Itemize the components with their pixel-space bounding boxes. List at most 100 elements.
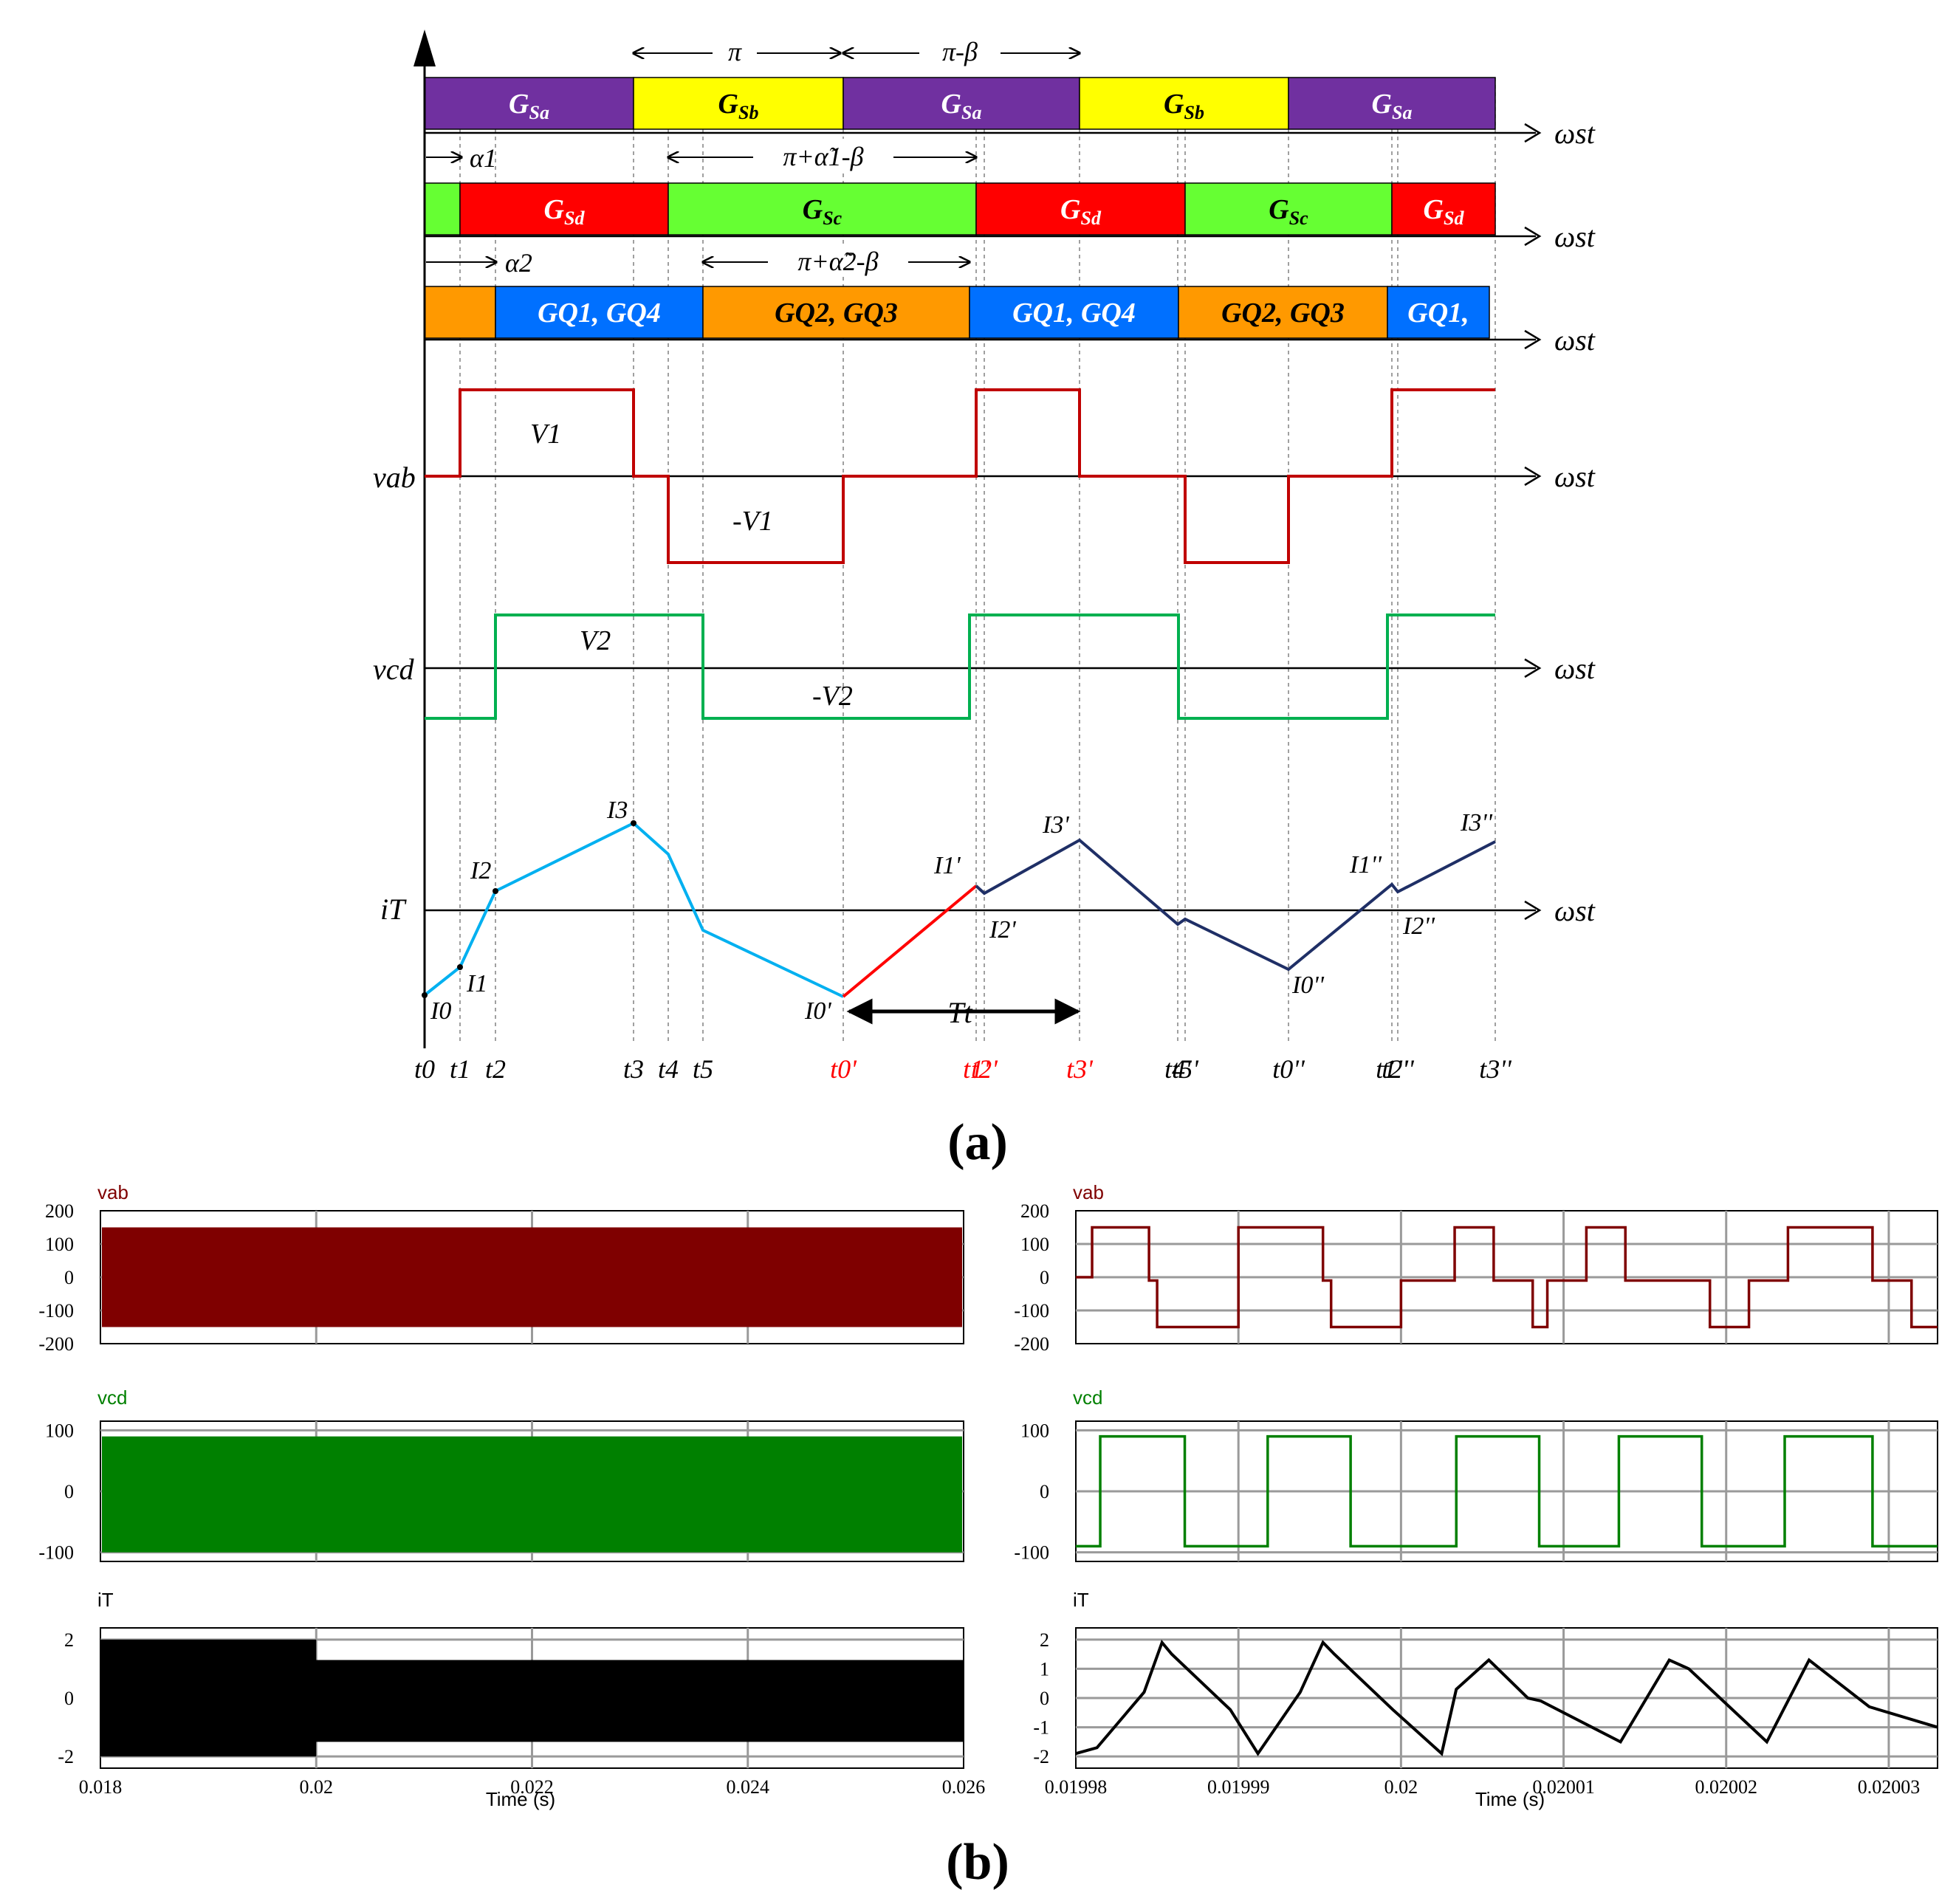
gate-segment-label: GSc [1269, 194, 1308, 229]
gate-segment [424, 286, 496, 339]
neg-V1-label: -V1 [732, 506, 773, 537]
y-tick-label: -200 [38, 1333, 74, 1355]
gate-segment [975, 182, 1186, 236]
gate-segment [424, 182, 461, 236]
panel-a-axes: ωst ωst ωst ωst ωst ωst [425, 117, 1596, 927]
y-tick-label: -100 [38, 1542, 74, 1564]
y-tick-label: 200 [1020, 1200, 1049, 1222]
x-axis-title-right: Time (s) [1475, 1788, 1545, 1810]
omega-axis-label: ωst [1554, 460, 1596, 493]
gate-segment-label: GSd [544, 194, 586, 229]
current-point-label: I3'' [1460, 809, 1493, 836]
time-label: t4' [1164, 1054, 1192, 1084]
time-label: t3'' [1479, 1054, 1512, 1084]
pi-label: π [728, 37, 742, 66]
plot-title: iT [1073, 1589, 1089, 1611]
current-point-label: I2 [470, 857, 491, 884]
gate-signal-rows: GSa GSb GSa GSb GSa GSd GSc GSd GSc GSd GQ1, GQ4 GQ… [424, 77, 1496, 339]
gate-segment [495, 286, 704, 339]
time-label: t1'' [1376, 1054, 1409, 1084]
plot-title: vab [97, 1181, 128, 1203]
panel-b-plots: vab2001000-100-200vcd1000-100iT20-20.018… [38, 1181, 1938, 1798]
y-tick-label: 0 [64, 1481, 74, 1502]
current-point-label: I1 [466, 970, 487, 997]
current-point-dot [422, 992, 428, 998]
gate-segment-label: GSd [1060, 194, 1102, 229]
omega-axis-label: ωst [1554, 220, 1596, 253]
x-tick-label: 0.022 [510, 1776, 554, 1798]
y-tick-label: 0 [1040, 1481, 1049, 1502]
x-tick-label: 0.01999 [1207, 1776, 1270, 1798]
x-tick-label: 0.02 [1384, 1776, 1418, 1798]
caption-b: (b) [946, 1834, 1009, 1891]
x-tick-label: 0.02 [300, 1776, 334, 1798]
iT-label: iT [380, 893, 407, 926]
plot-title: vcd [97, 1386, 127, 1409]
iT-envelope-band [100, 1639, 964, 1757]
panel-a: GSa GSb GSa GSb GSa GSd GSc GSd GSc GSd GQ1, GQ4 GQ… [373, 30, 1596, 1171]
omega-axis-arrow-icon [1524, 226, 1542, 247]
alpha2-label: α2 [505, 248, 532, 278]
gate-segment [702, 286, 970, 339]
gate-segment [1079, 77, 1289, 130]
current-point-dot [457, 964, 463, 970]
gate-segment-label: GQ2, GQ3 [775, 298, 898, 329]
alpha1-label: α1 [470, 143, 497, 173]
y-tick-label: -2 [1033, 1746, 1049, 1767]
y-tick-label: 100 [1020, 1420, 1049, 1441]
gate-segment [459, 182, 669, 236]
y-tick-label: -100 [1014, 1542, 1049, 1564]
iT-zoom-trace [1075, 1639, 1938, 1756]
vcd-envelope-band [102, 1436, 962, 1553]
gate-segment [969, 286, 1179, 339]
x-tick-label: 0.01998 [1045, 1776, 1108, 1798]
omega-axis-arrow-icon [1524, 466, 1542, 487]
gate-segment-label: GQ1, GQ4 [538, 298, 661, 329]
current-point-label: I3 [606, 797, 628, 824]
gate-segment [1387, 286, 1490, 339]
gate-segment-label: GQ1, [1407, 298, 1469, 329]
y-tick-label: -2 [58, 1746, 74, 1767]
time-labels: t0 t1 t2 t3 t4 t5 t0' t1't2' t3' t4't5' t0'' t1''t2… [414, 1054, 1512, 1084]
current-point-label: I0' [804, 997, 831, 1025]
x-tick-label: 0.02002 [1695, 1776, 1758, 1798]
current-point-dot [631, 820, 636, 826]
y-tick-label: 2 [1040, 1629, 1049, 1651]
current-point-label: I1'' [1349, 851, 1382, 879]
time-label: t2 [485, 1054, 506, 1084]
vertical-axis-arrow-icon [413, 30, 436, 66]
gate-segment-label: GSa [1372, 89, 1413, 123]
time-label: t5' [1172, 1054, 1199, 1084]
gate-segment-label: GSb [1164, 89, 1204, 123]
time-label: t3' [1066, 1054, 1094, 1084]
pi-minus-beta-label-bg [919, 35, 1001, 65]
vab-label: vab [373, 461, 416, 494]
y-tick-label: 100 [45, 1234, 74, 1255]
current-point-labels: I0 I1 I2 I3 I0' I1' I2' I3' I0'' I1'' I2'' I3'' [430, 797, 1493, 1025]
gate-segment [668, 182, 977, 236]
plot-title: iT [97, 1589, 114, 1611]
current-point-label: I0'' [1291, 972, 1325, 999]
x-tick-label: 0.026 [942, 1776, 986, 1798]
gate-segment-label: GSb [718, 89, 759, 123]
y-tick-label: 100 [1020, 1234, 1049, 1255]
iT-waveform-rest [975, 838, 1496, 972]
x-axis-title-left: Time (s) [486, 1788, 555, 1810]
annotations: π π-β α1 π+α̃1-β α2 π+α̃2-β [426, 35, 1080, 278]
caption-a: (a) [947, 1114, 1008, 1171]
x-tick-label: 0.024 [727, 1776, 770, 1798]
time-label: t2'' [1382, 1054, 1415, 1084]
y-tick-label: 0 [64, 1267, 74, 1288]
time-label: t3 [623, 1054, 644, 1084]
y-tick-label: -100 [38, 1300, 74, 1322]
pi-minus-beta-label: π-β [942, 37, 978, 66]
time-label: t4 [658, 1054, 679, 1084]
gate-segment-label: GSc [803, 194, 843, 229]
current-point-label: I0 [430, 997, 451, 1025]
gate-segment-label: GQ1, GQ4 [1012, 298, 1136, 329]
gate-segment [843, 77, 1080, 130]
y-tick-label: 200 [45, 1200, 74, 1222]
pi-alpha2-beta-label-bg [768, 244, 908, 276]
current-point-label: I1' [933, 852, 961, 879]
